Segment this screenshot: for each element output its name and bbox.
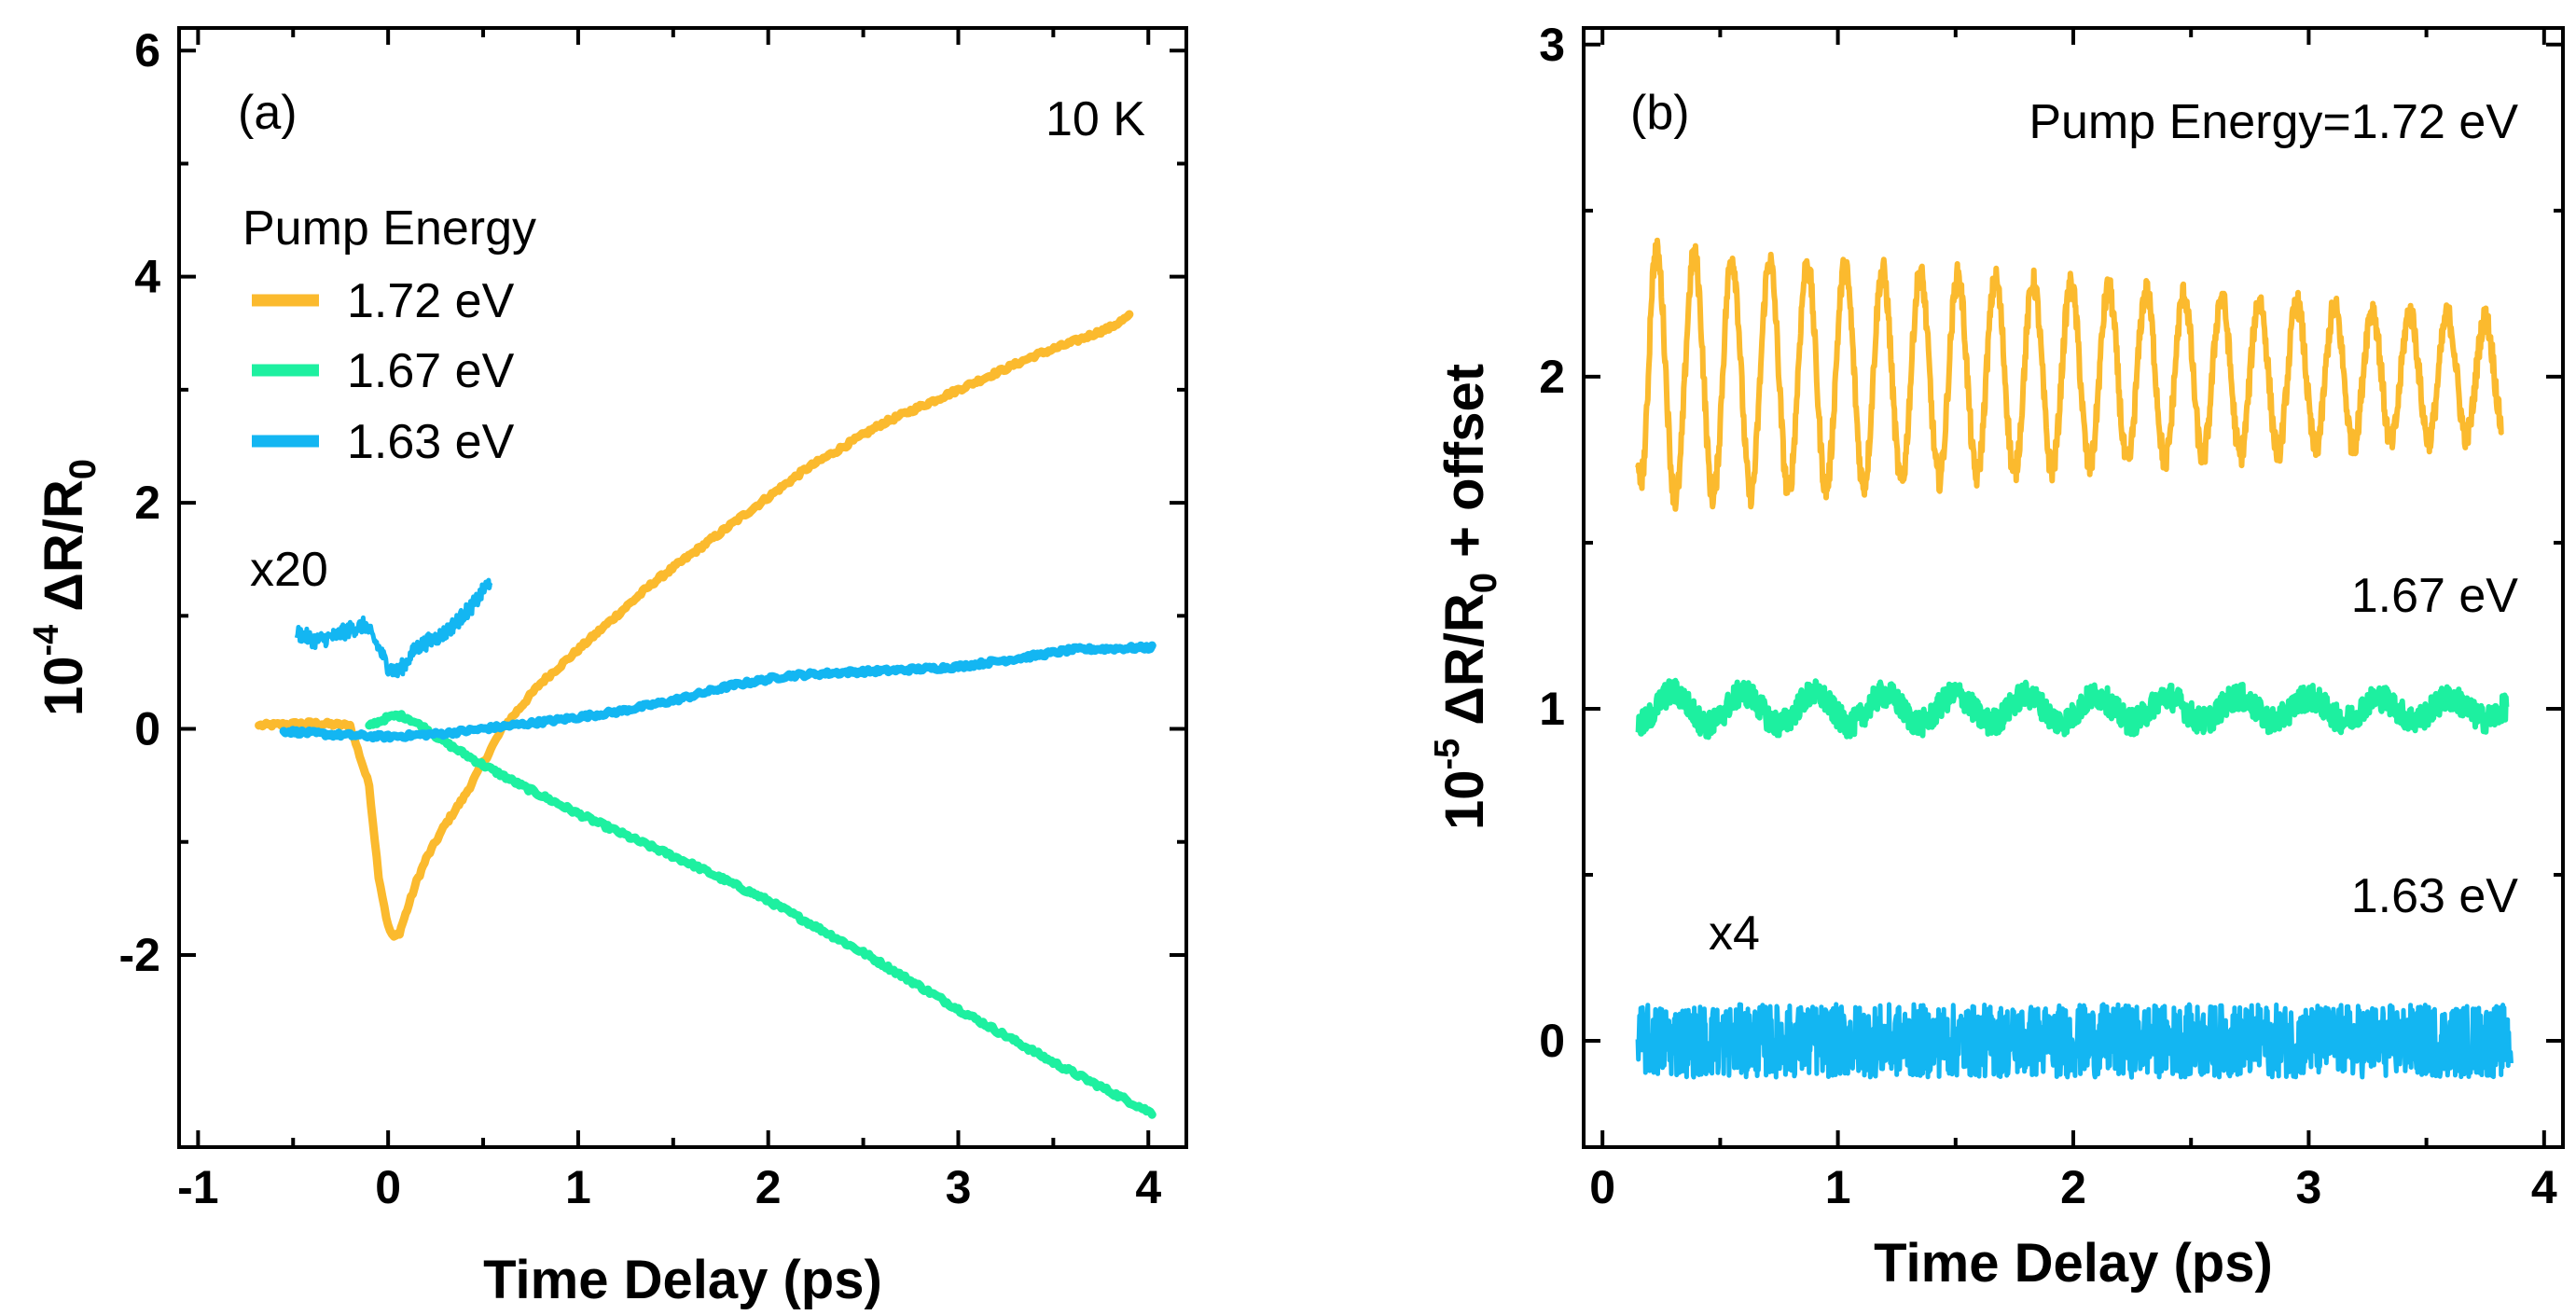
series-b-1.72-eV — [1635, 237, 2504, 512]
panel-a-xtick-label: 1 — [565, 1161, 591, 1213]
temperature-label: 10 K — [1046, 92, 1145, 146]
panel-a-ticks: -1 0 1 2 3 4 -2 0 2 4 6 — [119, 24, 1186, 1213]
panel-a-ylabel-sub: 0 — [62, 459, 104, 479]
panel-b-ylabel: 10-5 ΔR/R0 + offset — [1428, 364, 1504, 830]
x4-annotation: x4 — [1709, 907, 1760, 961]
panel-b-xlabel: Time Delay (ps) — [1874, 1233, 2273, 1294]
panel-a-xtick-label: 2 — [755, 1161, 782, 1213]
panel-b-ytick-label: 2 — [1539, 351, 1565, 403]
panel-b-ylabel-main: ΔR/R — [1434, 593, 1495, 739]
panel-b-ylabel-sub: 0 — [1463, 573, 1504, 593]
panel-b-ylabel-tail: + offset — [1434, 364, 1495, 573]
panel-b-ylabel-base: 10 — [1434, 770, 1495, 831]
panel-a-xtick-label: 4 — [1135, 1161, 1161, 1213]
legend-title: Pump Energy — [242, 201, 536, 256]
panel-b-xtick-label: 0 — [1589, 1161, 1615, 1213]
panel-a-ytick-label: -2 — [119, 929, 160, 981]
panel-a: -1 0 1 2 3 4 -2 0 2 4 6 (a) 10 K x20 Pump Energy 1… — [27, 24, 1188, 1310]
label-1.63: 1.63 eV — [2351, 869, 2519, 923]
panel-b-ylabel-exp: -5 — [1428, 739, 1467, 770]
series-1.72-eV — [255, 310, 1134, 941]
panel-a-ytick-label: 2 — [134, 477, 160, 529]
panel-a-frame — [177, 26, 1188, 1149]
panel-a-ylabel: 10-4 ΔR/R0 — [27, 459, 104, 716]
panel-a-ytick-label: 6 — [134, 24, 160, 76]
panel-a-xlabel: Time Delay (ps) — [483, 1250, 882, 1310]
inset-series-x20 — [294, 577, 493, 679]
panel-b-xtick-label: 2 — [2060, 1161, 2086, 1213]
panel-b-ytick-label: 1 — [1539, 683, 1565, 735]
panel-b-xtick-label: 1 — [1825, 1161, 1851, 1213]
panel-a-ytick-label: 0 — [134, 703, 160, 755]
panel-b-xtick-label: 3 — [2295, 1161, 2321, 1213]
panel-b-ytick-label: 0 — [1539, 1015, 1565, 1067]
panel-a-label: (a) — [238, 86, 298, 140]
panel-a-ylabel-exp: -4 — [27, 625, 66, 657]
panel-a-xtick-label: -1 — [177, 1161, 218, 1213]
panel-b-series — [1635, 237, 2514, 1080]
panel-a-ytick-label: 4 — [134, 251, 160, 303]
series-b-1.63-eV — [1635, 1002, 2514, 1080]
series-1.63-eV — [279, 641, 1156, 743]
series-1.67-eV — [365, 710, 1156, 1119]
panel-b-xtick-label: 4 — [2531, 1161, 2557, 1213]
legend: Pump Energy 1.72 eV 1.67 eV 1.63 eV — [242, 201, 536, 469]
panel-b-ticks: 0 1 2 3 4 0 1 2 3 — [1539, 19, 2563, 1213]
panel-b-label: (b) — [1630, 86, 1690, 140]
panel-a-ylabel-main: ΔR/R — [34, 479, 94, 625]
panel-a-xtick-label: 3 — [946, 1161, 972, 1213]
panel-a-xtick-label: 0 — [375, 1161, 401, 1213]
panel-b-ytick-label: 3 — [1539, 19, 1565, 71]
panel-b-title-annotation: Pump Energy=1.72 eV — [2029, 95, 2518, 149]
panel-a-series — [255, 310, 1156, 1119]
legend-label-1.67: 1.67 eV — [347, 344, 515, 398]
legend-label-1.63: 1.63 eV — [347, 415, 515, 469]
label-1.67: 1.67 eV — [2351, 569, 2519, 623]
panel-a-ylabel-base: 10 — [34, 657, 94, 717]
inset-annotation: x20 — [250, 543, 328, 597]
series-b-1.67-eV — [1635, 677, 2510, 741]
panel-b: 0 1 2 3 4 0 1 2 3 (b) Pump Energy=1.72 eV 1.67 e… — [1428, 19, 2565, 1294]
legend-label-1.72: 1.72 eV — [347, 274, 515, 328]
